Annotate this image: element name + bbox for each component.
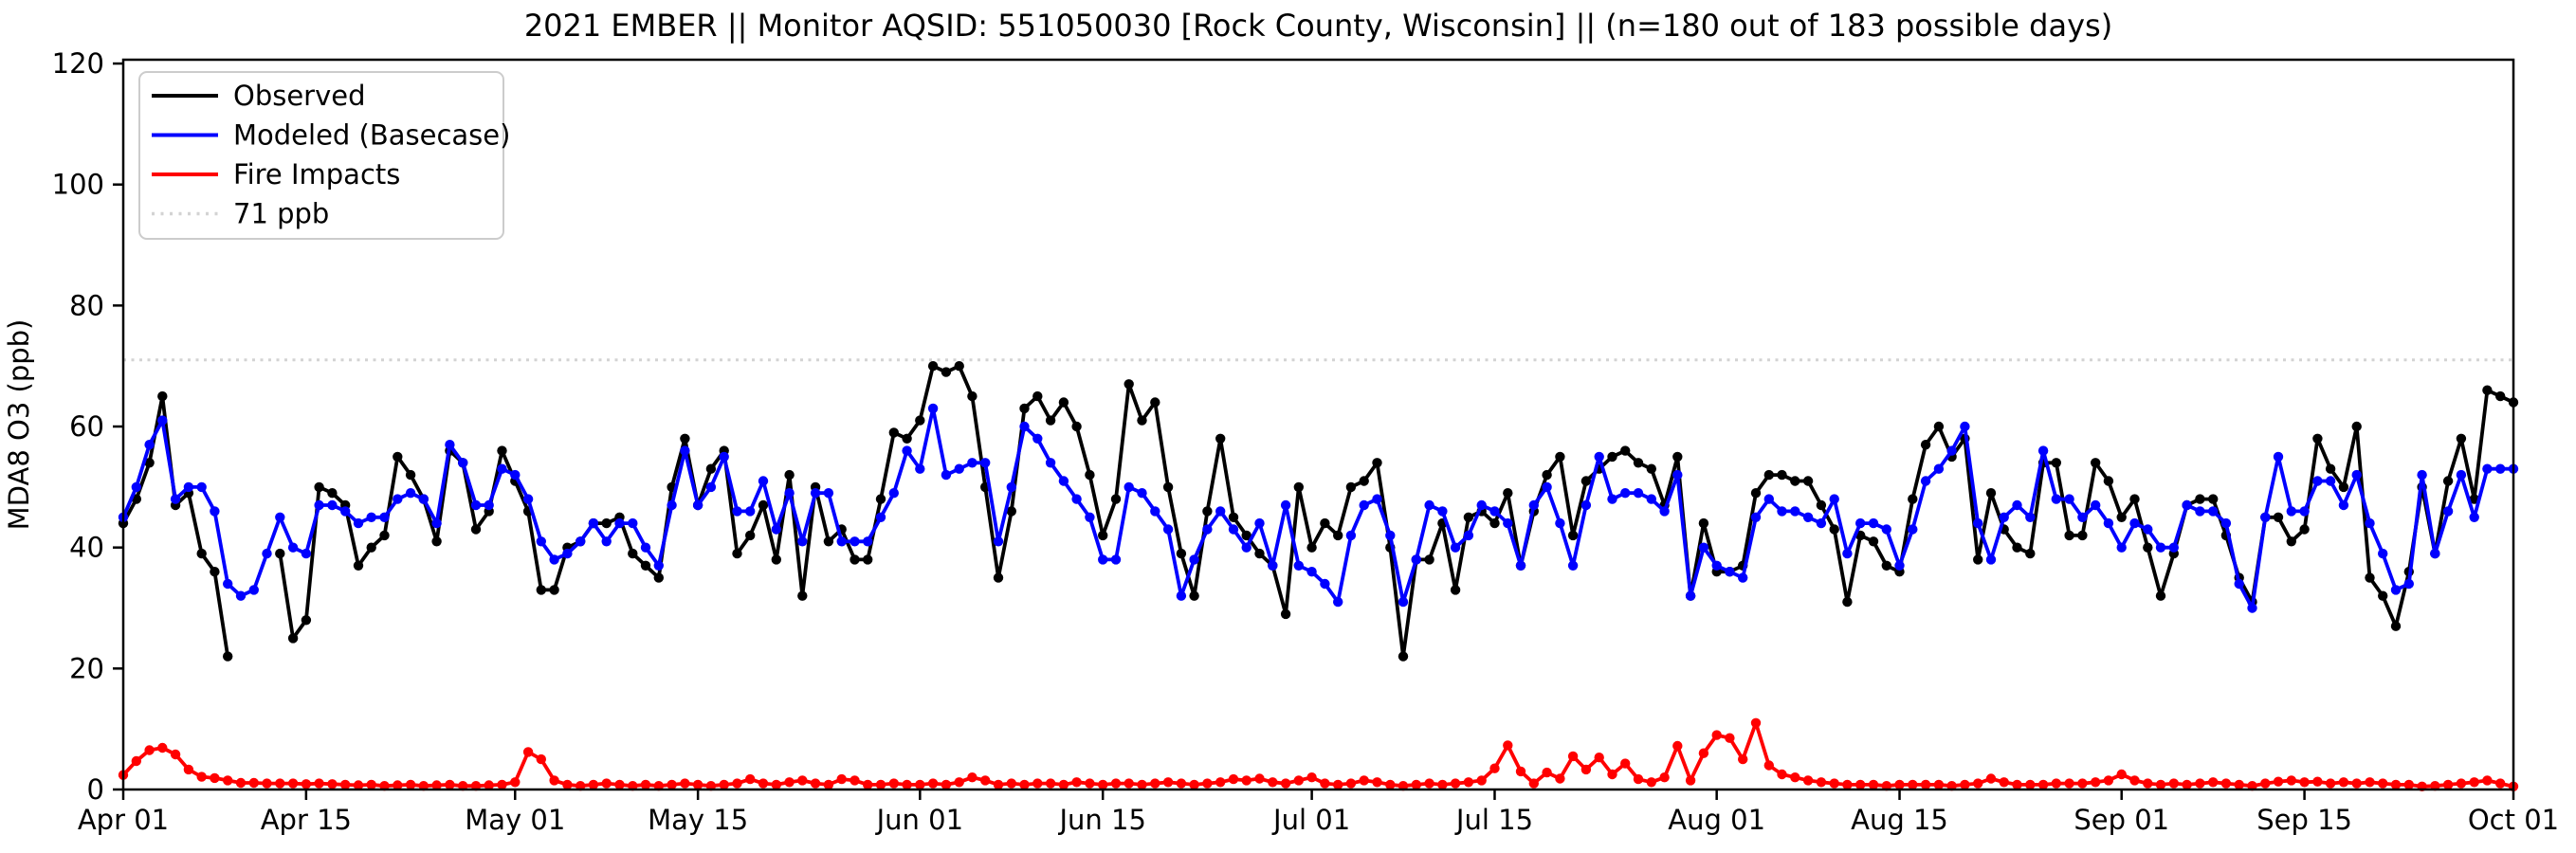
- x-tick-label: Jun 01: [875, 804, 963, 836]
- legend-label-71-ppb: 71 ppb: [233, 198, 329, 230]
- series-lines: [118, 361, 2519, 791]
- x-tick-label: Aug 15: [1851, 804, 1948, 836]
- x-tick-label: Oct 01: [2468, 804, 2559, 836]
- x-tick-label: Apr 01: [78, 804, 169, 836]
- y-tick-label: 120: [52, 47, 104, 80]
- legend-label-observed: Observed: [233, 80, 366, 112]
- x-tick-label: Jul 01: [1271, 804, 1350, 836]
- modeled-basecase--series: [118, 403, 2519, 613]
- chart-title: 2021 EMBER || Monitor AQSID: 551050030 […: [523, 8, 2113, 44]
- legend: Observed Modeled (Basecase) Fire Impacts 71…: [138, 71, 510, 240]
- fire-impacts-series: [118, 717, 2519, 791]
- axes: Apr 01 Apr 15 May 01 May 15 Jun 01 Jun 15 Jul …: [3, 47, 2559, 836]
- x-tick-label: Sep 15: [2256, 804, 2352, 836]
- y-tick-label: 100: [52, 169, 104, 201]
- observed-series: [118, 361, 2519, 662]
- x-tick-label: Apr 15: [261, 804, 352, 836]
- legend-label-modeled-basecase-: Modeled (Basecase): [233, 119, 510, 152]
- x-tick-label: May 15: [648, 804, 748, 836]
- legend-label-fire-impacts: Fire Impacts: [233, 158, 400, 191]
- y-tick-label: 20: [69, 652, 104, 684]
- y-tick-label: 60: [69, 410, 104, 443]
- x-tick-label: Jul 15: [1454, 804, 1533, 836]
- x-tick-label: May 01: [465, 804, 565, 836]
- x-tick-label: Jun 15: [1057, 804, 1145, 836]
- y-tick-label: 80: [69, 289, 104, 321]
- x-tick-label: Sep 01: [2074, 804, 2169, 836]
- y-tick-label: 40: [69, 532, 104, 564]
- y-axis-label: MDA8 O3 (ppb): [3, 319, 35, 531]
- x-tick-label: Aug 01: [1668, 804, 1765, 836]
- y-tick-label: 0: [87, 773, 104, 806]
